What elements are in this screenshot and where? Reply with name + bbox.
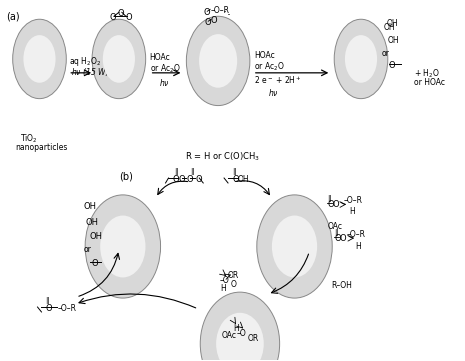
- Text: –O–R: –O–R: [210, 6, 229, 16]
- Text: or: or: [83, 245, 91, 255]
- Ellipse shape: [272, 216, 317, 278]
- Text: O: O: [46, 304, 52, 313]
- Text: O: O: [173, 175, 179, 184]
- Text: OH: OH: [388, 36, 399, 45]
- Text: or Ac$_2$O: or Ac$_2$O: [150, 63, 180, 75]
- Text: OH: OH: [384, 23, 395, 32]
- Ellipse shape: [216, 313, 264, 361]
- Text: OH: OH: [238, 175, 250, 184]
- Ellipse shape: [186, 16, 250, 105]
- Text: OH: OH: [85, 218, 98, 227]
- Text: –O: –O: [237, 329, 247, 338]
- Ellipse shape: [199, 34, 237, 88]
- Text: or Ac$_2$O: or Ac$_2$O: [254, 61, 285, 73]
- Text: –O–R: –O–R: [343, 196, 362, 205]
- Text: O: O: [232, 175, 239, 184]
- Text: OAc: OAc: [327, 222, 342, 231]
- Ellipse shape: [334, 19, 388, 99]
- Text: H: H: [233, 324, 239, 333]
- Text: HOAc: HOAc: [150, 53, 170, 62]
- Text: –O: –O: [220, 276, 230, 285]
- Ellipse shape: [92, 19, 146, 99]
- Text: $h\nu$: $h\nu$: [159, 77, 169, 88]
- Text: ‖: ‖: [334, 229, 338, 236]
- Text: O: O: [339, 234, 346, 243]
- Text: 2 e$^-$ + 2H$^+$: 2 e$^-$ + 2H$^+$: [254, 74, 302, 86]
- Text: OH: OH: [89, 232, 102, 240]
- Text: OR: OR: [228, 271, 239, 280]
- Text: ‖: ‖: [190, 168, 194, 175]
- Text: or HOAc: or HOAc: [413, 78, 445, 87]
- Text: O: O: [231, 280, 237, 289]
- Text: nanoparticles: nanoparticles: [16, 143, 68, 152]
- Text: OAc: OAc: [222, 331, 237, 340]
- Text: OH: OH: [387, 19, 399, 28]
- Ellipse shape: [13, 19, 66, 99]
- Text: O: O: [179, 175, 185, 184]
- Text: ‖: ‖: [232, 168, 235, 175]
- Text: O: O: [327, 200, 334, 209]
- Text: O: O: [91, 260, 98, 268]
- Text: H: H: [355, 242, 361, 251]
- Text: R = H or C(O)CH$_3$: R = H or C(O)CH$_3$: [186, 150, 260, 163]
- Text: aq H$_2$O$_2$: aq H$_2$O$_2$: [69, 55, 102, 68]
- Text: O: O: [332, 200, 339, 209]
- Text: O: O: [203, 8, 210, 17]
- Ellipse shape: [85, 195, 160, 298]
- Text: R–OH: R–OH: [331, 281, 352, 290]
- Text: O: O: [334, 234, 341, 243]
- Text: ·: ·: [223, 6, 227, 19]
- Ellipse shape: [257, 195, 332, 298]
- Text: –O–R: –O–R: [347, 230, 366, 239]
- Text: $h\nu$: $h\nu$: [268, 87, 279, 98]
- Text: ‖: ‖: [174, 168, 178, 175]
- Text: TiO$_2$: TiO$_2$: [20, 132, 37, 145]
- Text: –O–R: –O–R: [57, 304, 76, 313]
- Text: HOAc: HOAc: [254, 51, 275, 60]
- Text: H: H: [349, 207, 355, 216]
- Ellipse shape: [100, 216, 146, 278]
- Text: O: O: [126, 13, 133, 22]
- Text: H: H: [220, 284, 226, 293]
- Text: O: O: [389, 61, 395, 70]
- Text: ‖: ‖: [46, 297, 49, 304]
- Text: ·: ·: [227, 9, 231, 22]
- Ellipse shape: [345, 35, 377, 83]
- Text: O: O: [118, 9, 125, 18]
- Ellipse shape: [200, 292, 279, 361]
- Text: + H$_2$O: + H$_2$O: [413, 68, 439, 81]
- Text: ‖: ‖: [327, 195, 331, 202]
- Text: O: O: [195, 175, 202, 184]
- Text: O: O: [186, 175, 193, 184]
- Text: O: O: [204, 18, 211, 27]
- Text: O: O: [210, 16, 217, 25]
- Text: OH: OH: [83, 202, 96, 211]
- Ellipse shape: [103, 35, 135, 83]
- Text: O: O: [110, 13, 117, 22]
- Text: OR: OR: [248, 334, 259, 343]
- Text: (a): (a): [6, 11, 20, 21]
- Ellipse shape: [23, 35, 56, 83]
- Text: $h\nu$ (15 W): $h\nu$ (15 W): [71, 66, 110, 78]
- Text: or: or: [382, 49, 390, 58]
- Text: (b): (b): [119, 171, 133, 181]
